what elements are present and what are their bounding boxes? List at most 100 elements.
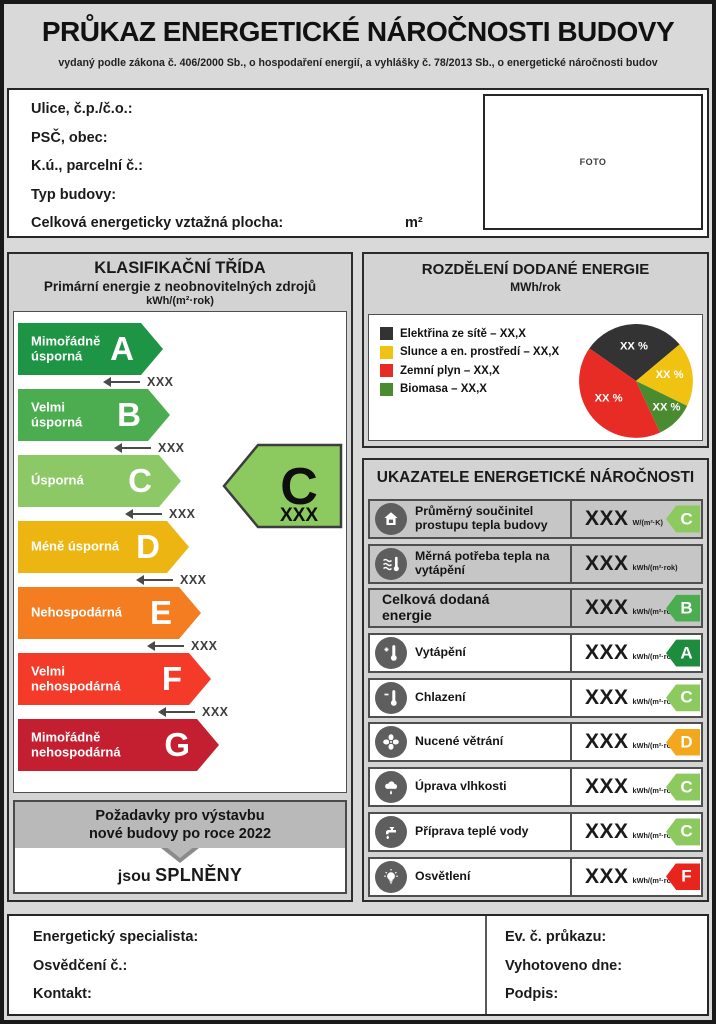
field-reference-area: Celková energeticky vztažná plocha: m²: [31, 215, 707, 244]
heating-icon: [375, 637, 407, 670]
grade-badge: C: [666, 505, 700, 533]
requirements-result-prefix: jsou: [117, 868, 151, 885]
selected-class-letter: C: [280, 458, 318, 516]
footer-divider: [485, 916, 487, 1014]
field-certificate-number: Ev. č. průkazu:: [505, 929, 607, 945]
pie-label-biomass: XX %: [653, 401, 681, 413]
requirements-result: jsou SPLNĚNY: [15, 865, 345, 886]
requirements-header: Požadavky pro výstavbu nové budovy po ro…: [15, 802, 345, 863]
class-c-letter: C: [128, 462, 152, 499]
energy-distribution-panel: ROZDĚLENÍ DODANÉ ENERGIE MWh/rok Elektři…: [362, 252, 709, 448]
bulb-icon: [375, 860, 407, 893]
classification-subtitle: Primární energie z neobnovitelných zdroj…: [43, 279, 317, 294]
class-arrow-c: Úsporná C: [18, 455, 181, 507]
requirements-line2: nové budovy po roce 2022: [88, 826, 272, 843]
class-arrow-e: Nehospodárná E: [18, 587, 201, 639]
indicator-value-cell: XXX kWh/(m²·rok) C: [570, 677, 703, 718]
pie-label-gas: XX %: [595, 392, 623, 404]
class-f-label: Velmi nehospodárná: [31, 663, 121, 693]
indicator-value-cell: XXX kWh/(m²·rok): [570, 543, 703, 584]
field-building-type: Typ budovy:: [31, 187, 707, 216]
selected-class-marker: C XXX: [222, 442, 344, 530]
field-signature: Podpis:: [505, 986, 559, 1002]
certificate-header: PRŮKAZ ENERGETICKÉ NÁROČNOSTI BUDOVY vyd…: [0, 16, 716, 69]
indicators-panel: UKAZATELE ENERGETICKÉ NÁROČNOSTI Průměrn…: [362, 458, 709, 902]
indicator-row-hot-water: Příprava teplé vody XXX kWh/(m²·rok) C: [368, 811, 703, 852]
indicator-row-heat-demand: Měrná potřeba tepla na vytápění XXX kWh/…: [368, 543, 703, 584]
footer-box: Energetický specialista: Osvědčení č.: K…: [7, 914, 709, 1016]
area-unit: m²: [405, 215, 423, 231]
footer-specialist-column: Energetický specialista: Osvědčení č.: K…: [33, 929, 198, 1015]
left-arrow-icon: [136, 575, 173, 585]
class-arrow-a: Mimořádně úsporná A: [18, 323, 163, 375]
legend-swatch-solar: [380, 345, 393, 359]
indicator-value-cell: XXX kWh/(m²·rok) C: [570, 767, 703, 808]
class-g-label: Mimořádně nehospodárná: [31, 729, 121, 759]
field-label: Celková energeticky vztažná plocha:: [31, 215, 284, 231]
indicators-title: UKAZATELE ENERGETICKÉ NÁROČNOSTI: [376, 469, 695, 486]
field-city: PSČ, obec:: [31, 130, 707, 159]
indicator-row-humidity: Úprava vlhkosti XXX kWh/(m²·rok) C: [368, 767, 703, 808]
legend-item-solar: Slunce a en. prostředí – XX,X: [380, 345, 559, 359]
pie-slice-biomass: [636, 381, 688, 433]
field-contact: Kontakt:: [33, 986, 92, 1002]
class-arrow-g: Mimořádně nehospodárná G: [18, 719, 219, 771]
cooling-icon: [375, 681, 407, 714]
class-f-letter: F: [161, 660, 182, 697]
field-label: PSČ, obec:: [31, 129, 108, 146]
class-arrow-f: Velmi nehospodárná F: [18, 653, 211, 705]
notch-arrow-icon: [164, 845, 196, 858]
boundary-c-d: XXX: [125, 507, 346, 521]
indicator-value-cell: XXX kWh/(m²·rok) C: [570, 811, 703, 852]
indicator-row-ventilation: Nucené větrání XXX kWh/(m²·rok) D: [368, 722, 703, 763]
left-arrow-icon: [125, 509, 162, 519]
distribution-title: ROZDĚLENÍ DODANÉ ENERGIE: [421, 261, 650, 278]
class-c-label: Úsporná: [31, 472, 84, 488]
indicator-value-cell: XXX kWh/(m²·rok) B: [570, 588, 703, 629]
boundary-f-g: XXX: [158, 705, 346, 719]
pie-slice-gas: [579, 348, 661, 438]
pie-label-solar: XX %: [656, 369, 684, 381]
boundary-b-c: XXX: [114, 441, 346, 455]
indicator-row-heating: Vytápění XXX kWh/(m²·rok) A: [368, 633, 703, 674]
grade-badge: B: [666, 594, 700, 622]
distribution-chart-box: Elektřina ze sítě – XX,X Slunce a en. pr…: [368, 314, 703, 441]
field-label: K.ú., parcelní č.:: [31, 158, 143, 174]
photo-placeholder: FOTO: [483, 94, 703, 230]
requirements-result-value: SPLNĚNY: [155, 865, 243, 885]
left-arrow-icon: [114, 443, 151, 453]
humidity-icon: [375, 771, 407, 804]
indicator-row-heat-transfer: Průměrný součinitel prostupu tepla budov…: [368, 499, 703, 539]
indicator-value-cell: XXX kWh/(m²·rok) A: [570, 633, 703, 674]
grade-badge: A: [666, 639, 700, 667]
class-arrow-b: Velmi úsporná B: [18, 389, 170, 441]
indicator-value-cell: XXX kWh/(m²·rok) D: [570, 722, 703, 763]
classification-panel: KLASIFIKAČNÍ TŘÍDA Primární energie z ne…: [7, 252, 353, 902]
classification-title: KLASIFIKAČNÍ TŘÍDA: [94, 259, 266, 277]
class-a-letter: A: [110, 330, 134, 367]
boundary-a-b: XXX: [103, 375, 346, 389]
class-arrow-d: Méně úsporná D: [18, 521, 189, 573]
photo-label: FOTO: [579, 157, 607, 167]
grade-badge: C: [666, 684, 700, 712]
field-parcel: K.ú., parcelní č.:: [31, 158, 707, 187]
indicator-row-lighting: Osvětlení XXX kWh/(m²·rok) F: [368, 856, 703, 897]
selected-class-shape: [222, 443, 343, 529]
grade-badge: F: [666, 863, 700, 890]
indicator-value-cell: XXX W/(m²·K) C: [570, 499, 703, 539]
field-specialist: Energetický specialista:: [33, 929, 199, 945]
footer-document-column: Ev. č. průkazu: Vyhotoveno dne: Podpis:: [505, 929, 622, 1015]
pie-chart: XX % XX % XX % XX %: [579, 324, 693, 438]
heat-waves-icon: [375, 547, 407, 580]
left-arrow-icon: [158, 707, 195, 717]
legend-item-electricity: Elektřina ze sítě – XX,X: [380, 327, 559, 340]
pie-slice-solar: [636, 344, 693, 406]
class-a-label: Mimořádně úsporná: [31, 333, 101, 363]
classification-unit: kWh/(m²·rok): [146, 295, 214, 307]
class-b-label: Velmi úsporná: [31, 399, 83, 429]
class-g-letter: G: [164, 726, 190, 763]
grade-badge: C: [666, 773, 700, 801]
pie-label-electricity: XX %: [620, 340, 648, 352]
legend-item-biomass: Biomasa – XX,X: [380, 382, 559, 396]
